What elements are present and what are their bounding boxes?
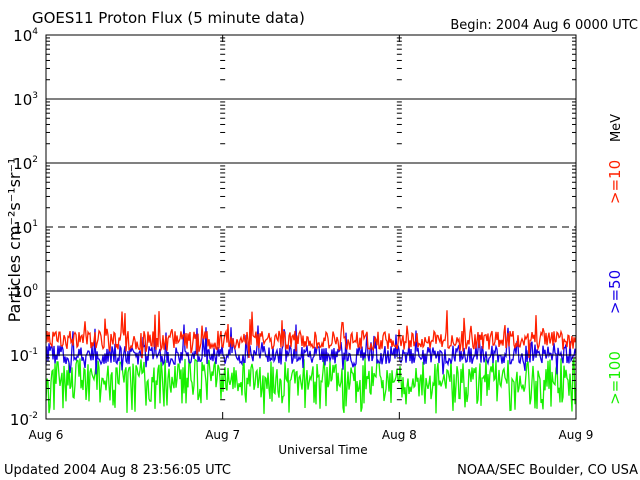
- y-axis-label: Particles cm⁻²s⁻¹sr⁻¹: [5, 158, 24, 323]
- legend-entry: >=100: [606, 351, 624, 405]
- plot-frame: [45, 34, 577, 420]
- x-tick-label: Aug 9: [559, 428, 594, 442]
- y-tick-label: 102: [13, 155, 38, 173]
- x-tick-label: Aug 7: [205, 428, 240, 442]
- legend-unit: MeV: [609, 114, 624, 142]
- begin-time: Begin: 2004 Aug 6 0000 UTC: [450, 18, 638, 33]
- updated-timestamp: Updated 2004 Aug 8 23:56:05 UTC: [4, 463, 231, 478]
- legend-entry: >=50: [606, 270, 624, 314]
- flux-series: [45, 356, 577, 414]
- y-tick-label: 103: [13, 91, 38, 109]
- legend: >=10 >=50 >=100 MeV: [606, 114, 624, 405]
- y-tick-label: 100: [13, 283, 38, 301]
- legend-entry: >=10: [606, 160, 624, 204]
- grid-layer: [46, 98, 576, 356]
- y-tick-label: 10-2: [10, 411, 38, 429]
- flux-series: [45, 310, 577, 358]
- x-tick-label: Aug 6: [29, 428, 64, 442]
- y-tick-label: 104: [13, 27, 38, 45]
- flux-series: [45, 324, 577, 375]
- x-tick-label: Aug 8: [382, 428, 417, 442]
- series-layer: [45, 310, 577, 414]
- chart-title: GOES11 Proton Flux (5 minute data): [32, 9, 305, 27]
- x-axis-label: Universal Time: [278, 443, 367, 457]
- credit-label: NOAA/SEC Boulder, CO USA: [457, 463, 638, 478]
- x-tick-labels: Aug 6 Aug 7 Aug 8 Aug 9: [29, 428, 594, 442]
- tick-layer: [45, 35, 577, 419]
- y-tick-label: 101: [13, 219, 38, 237]
- y-tick-labels: 10-2 10-1 100 101 102 103 104: [10, 27, 38, 429]
- y-tick-label: 10-1: [10, 347, 38, 365]
